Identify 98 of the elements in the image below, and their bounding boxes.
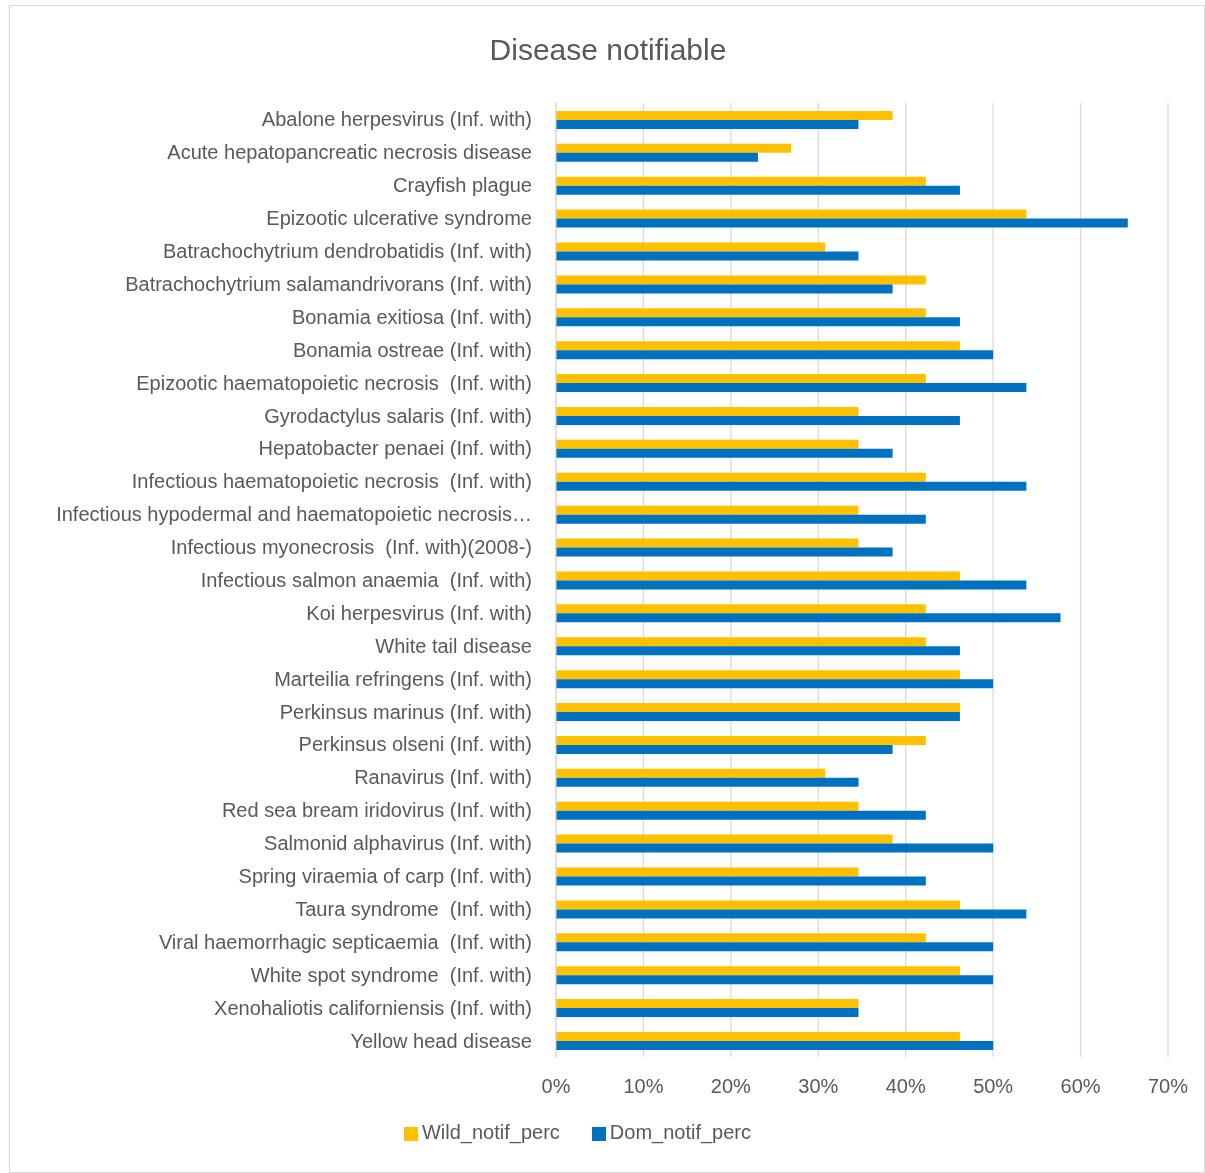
y-tick-label: Gyrodactylus salaris (Inf. with) [264,404,532,427]
bar [556,110,893,120]
y-tick-label: Spring viraemia of carp (Inf. with) [238,865,532,888]
bar [556,571,960,581]
bar [556,801,859,811]
bar [556,679,994,689]
x-tick-label: 40% [885,1075,926,1098]
y-tick-label: Perkinsus marinus (Inf. with) [279,700,532,723]
y-tick-label: Red sea bream iridovirus (Inf. with) [221,799,532,822]
bar [556,744,893,754]
bar [556,406,859,416]
bar [556,218,1128,228]
x-tick-label: 60% [1060,1075,1101,1098]
bar [556,999,859,1009]
y-tick-label: Crayfish plague [393,174,532,197]
y-tick-label: Infectious hypodermal and haematopoietic necrosis… [56,503,532,526]
x-tick-label: 50% [973,1075,1014,1098]
y-tick-label: Xenohaliotis californiensis (Inf. with) [214,996,532,1019]
y-tick-label: Infectious salmon anaemia (Inf. with) [200,569,532,591]
chart-title: Disease notifiable [488,32,728,68]
bar [556,185,960,195]
y-tick-label: Bonamia ostreae (Inf. with) [293,338,532,361]
bar [556,604,926,614]
y-tick-label: Koi herpesvirus (Inf. with) [306,601,532,624]
x-tick-label: 10% [623,1075,664,1098]
bar [556,538,859,548]
x-tick-label: 30% [798,1075,839,1098]
y-tick-label: Batrachochytrium salamandrivorans (Inf. with) [125,272,532,295]
bar [556,514,926,524]
legend-label: Dom_notif_perc [609,1121,752,1143]
y-tick-label: Epizootic haematopoietic necrosis (Inf. with) [136,371,532,394]
bar [556,152,758,162]
bar [556,448,893,458]
bar [556,909,1027,919]
y-tick-label: White spot syndrome (Inf. with) [250,963,532,986]
bar [556,275,926,285]
bar [556,637,926,647]
y-tick-label: Perkinsus olseni (Inf. with) [298,733,532,756]
bar [556,777,859,787]
bar [556,317,960,327]
bar [556,942,994,952]
bar [556,712,960,722]
y-tick-label: Abalone herpesvirus (Inf. with) [261,108,532,131]
bar [556,284,893,294]
bar [556,341,960,351]
bar [556,843,994,853]
y-tick-label: White tail disease [375,634,532,657]
bar [556,580,1027,590]
bar [556,176,926,186]
bar [556,415,960,425]
x-tick-label: 0% [541,1075,571,1098]
y-tick-label: Yellow head disease [350,1029,532,1052]
bar [556,1008,859,1018]
bar [556,703,960,713]
legend-label: Wild_notif_perc [421,1121,560,1143]
bar [556,481,1027,491]
bar [556,374,926,384]
bar [556,670,960,680]
bar [556,1041,994,1050]
y-tick-label: Salmonid alphavirus (Inf. with) [264,832,532,855]
y-tick-label: Infectious haematopoietic necrosis (Inf. with) [131,470,532,493]
bar [556,613,1061,623]
bar [556,350,994,360]
bar [556,547,893,557]
y-tick-label: Hepatobacter penaei (Inf. with) [258,437,532,460]
bar [556,1032,960,1041]
bar [556,383,1027,393]
bar [556,472,926,482]
y-tick-label: Marteilia refringens (Inf. with) [274,667,532,690]
bar [556,209,1027,219]
y-tick-label: Acute hepatopancreatic necrosis disease [167,141,532,164]
bar [556,966,960,976]
y-tick-label: Epizootic ulcerative syndrome [266,207,532,230]
bar [556,810,926,820]
bar [556,735,926,745]
bar [556,975,994,985]
bar [556,876,926,886]
bar [556,119,859,129]
y-tick-label: Ranavirus (Inf. with) [354,766,532,789]
bar [556,646,960,656]
bar [556,251,859,261]
bar [556,768,826,778]
y-tick-label: Batrachochytrium dendrobatidis (Inf. with) [162,240,532,263]
bar [556,505,859,515]
x-tick-label: 70% [1147,1075,1189,1098]
y-tick-label: Infectious myonecrosis (Inf. with)(2008-) [170,536,532,559]
bar [556,867,859,877]
bar [556,834,893,844]
bar [556,143,792,153]
y-tick-label: Viral haemorrhagic septicaemia (Inf. with) [158,930,532,953]
x-tick-label: 20% [710,1075,752,1098]
bar [556,242,826,252]
bar [556,933,926,943]
y-tick-label: Taura syndrome (Inf. with) [295,897,532,920]
bar [556,439,859,449]
bar [556,900,960,910]
y-tick-label: Bonamia exitiosa (Inf. with) [291,305,532,328]
bar [556,308,926,318]
